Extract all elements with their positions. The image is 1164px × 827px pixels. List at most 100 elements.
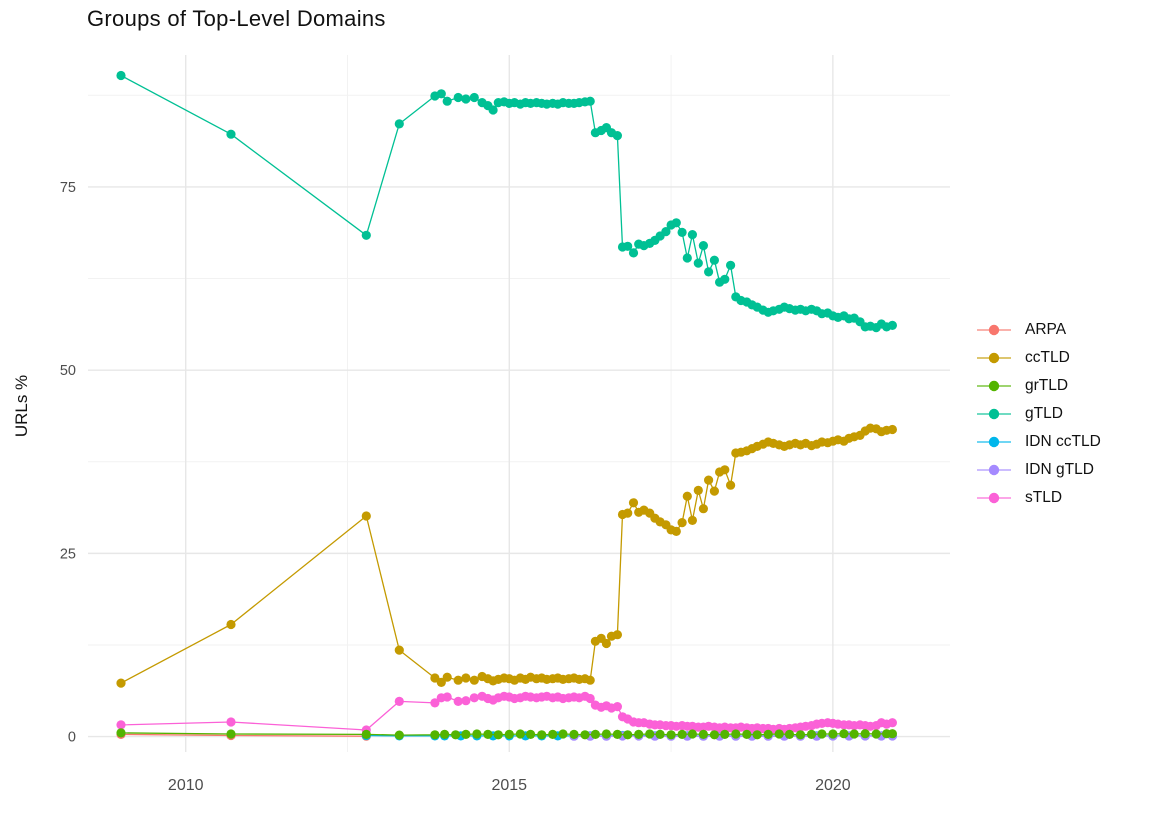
x-tick-label: 2015 <box>491 777 527 794</box>
series-point-grtld <box>472 729 482 739</box>
series-point-gtld <box>453 92 463 103</box>
legend-key-dot <box>988 464 1000 476</box>
series-point-grtld <box>645 729 655 739</box>
series-point-grtld <box>795 730 806 740</box>
series-point-gtld <box>461 94 471 104</box>
series-point-gtld <box>661 227 671 237</box>
series-point-grtld <box>839 729 849 739</box>
series-point-gtld <box>887 320 898 330</box>
series-point-grtld <box>623 730 633 740</box>
series-point-grtld <box>504 729 514 740</box>
series-point-stld <box>453 696 463 707</box>
legend-key-stld-icon <box>977 492 1011 504</box>
series-point-cctld <box>628 498 639 508</box>
legend-key-arpa-icon <box>977 324 1011 336</box>
series-point-gtld <box>671 218 681 228</box>
legend-key-dot <box>988 324 1000 336</box>
series-point-cctld <box>226 619 236 630</box>
series-point-grtld <box>483 729 493 740</box>
series-point-gtld <box>361 230 371 240</box>
legend-label-grtld: grTLD <box>1025 377 1069 394</box>
series-point-cctld <box>698 504 709 514</box>
series-point-cctld <box>461 673 471 683</box>
series-point-cctld <box>693 485 703 495</box>
series-point-grtld <box>580 730 590 740</box>
series-point-cctld <box>682 491 692 501</box>
series-point-grtld <box>828 729 838 739</box>
series-point-cctld <box>469 675 479 685</box>
series-point-cctld <box>430 673 440 683</box>
series-line-gtld <box>120 74 893 329</box>
legend-key-grtld-icon <box>977 380 1011 392</box>
series-point-grtld <box>698 729 709 740</box>
legend-key-dot <box>988 408 1000 420</box>
series-point-stld <box>469 693 479 703</box>
series-point-stld <box>394 696 404 707</box>
series-point-gtld <box>709 255 720 265</box>
series-point-gtld <box>226 129 236 139</box>
series-point-stld <box>461 696 471 706</box>
series-point-grtld <box>634 729 644 740</box>
series-point-gtld <box>623 241 633 251</box>
series-point-cctld <box>687 515 698 526</box>
series-point-stld <box>226 717 236 727</box>
series-point-stld <box>116 720 126 730</box>
series-point-grtld <box>558 729 568 739</box>
series-point-gtld <box>726 260 736 270</box>
y-tick-label: 0 <box>68 730 76 746</box>
series-point-stld <box>430 698 440 708</box>
legend-item-stld: sTLD <box>976 489 1101 507</box>
series-point-cctld <box>116 678 126 688</box>
series-point-cctld <box>585 675 595 685</box>
legend-label-stld: sTLD <box>1025 489 1063 506</box>
series-point-grtld <box>709 730 720 740</box>
legend-key-cctld-icon <box>977 352 1011 364</box>
series-point-gtld <box>612 131 623 141</box>
legend-label-gtld: gTLD <box>1025 405 1063 422</box>
series-point-cctld <box>442 672 452 682</box>
series-point-grtld <box>806 729 817 740</box>
series-point-grtld <box>860 729 870 739</box>
series-point-grtld <box>430 730 440 740</box>
series-point-gtld <box>693 258 703 268</box>
series-point-cctld <box>704 475 714 485</box>
legend-key-dot <box>988 492 1000 504</box>
series-point-gtld <box>116 70 126 81</box>
series-point-cctld <box>623 508 633 518</box>
series-point-gtld <box>442 96 452 106</box>
series-point-grtld <box>720 729 730 740</box>
series-point-stld <box>585 693 595 704</box>
series-point-gtld <box>469 92 479 103</box>
legend: ARPA ccTLD grTLD gTLD IDN ccTLD IDN gTLD sTLD <box>976 321 1101 507</box>
series-point-cctld <box>887 424 898 435</box>
series-point-grtld <box>515 729 525 739</box>
legend-key-idn-cctld-icon <box>977 436 1011 448</box>
series-point-grtld <box>849 729 859 739</box>
legend-key-dot <box>988 352 1000 364</box>
series-point-grtld <box>548 729 558 740</box>
series-point-cctld <box>720 465 730 475</box>
series-point-cctld <box>677 518 687 528</box>
series-point-gtld <box>488 105 498 115</box>
series-point-gtld <box>704 267 714 277</box>
legend-item-cctld: ccTLD <box>976 349 1101 367</box>
series-point-cctld <box>709 486 720 496</box>
series-point-grtld <box>887 729 898 739</box>
series-point-gtld <box>436 89 446 99</box>
series-point-grtld <box>569 729 579 740</box>
legend-label-idn-cctld: IDN ccTLD <box>1025 433 1101 450</box>
legend-key-idn-gtld-icon <box>977 464 1011 476</box>
series-point-grtld <box>774 729 784 739</box>
series-point-gtld <box>394 119 404 129</box>
legend-label-cctld: ccTLD <box>1025 349 1070 366</box>
series-point-grtld <box>612 729 623 740</box>
series-point-grtld <box>871 729 881 739</box>
x-tick-label: 2010 <box>168 777 204 794</box>
series-point-gtld <box>628 248 639 258</box>
series-point-grtld <box>601 729 612 739</box>
series-point-grtld <box>116 728 126 738</box>
series-point-grtld <box>461 729 471 740</box>
series-point-grtld <box>537 730 547 740</box>
y-tick-label: 75 <box>60 180 76 196</box>
